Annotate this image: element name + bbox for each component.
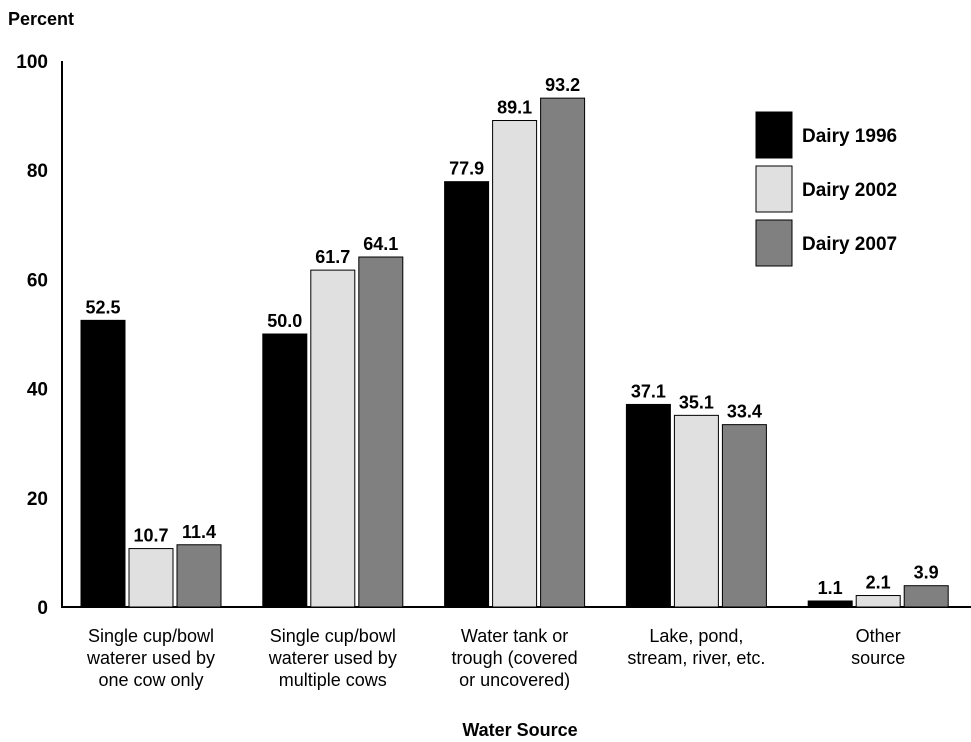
- data-label: 77.9: [449, 159, 484, 179]
- x-tick-label: Single cup/bowl waterer used by one cow on…: [86, 626, 215, 690]
- y-tick-label: 0: [37, 598, 48, 619]
- data-label: 61.7: [315, 247, 350, 267]
- data-label: 10.7: [133, 526, 168, 546]
- bar: [310, 269, 356, 608]
- data-label: 89.1: [497, 98, 532, 118]
- data-label: 2.1: [866, 573, 891, 593]
- plot-area: 0 20 40 60 80 100 52.5 10.7 11.4 Single cup/bowl w…: [16, 52, 971, 690]
- legend-swatch: [755, 165, 793, 213]
- bar: [903, 585, 949, 608]
- bar: [721, 424, 767, 608]
- data-label: 93.2: [545, 75, 580, 95]
- y-tick-label: 40: [27, 380, 48, 401]
- bar: [358, 256, 404, 608]
- x-axis-title: Water Source: [462, 720, 577, 740]
- x-tick-label: Lake, pond, stream, river, etc.: [627, 626, 765, 668]
- x-tick-label: Other source: [851, 626, 905, 668]
- legend-swatch: [755, 111, 793, 159]
- y-tick-label: 80: [27, 161, 48, 182]
- y-tick-label: 100: [16, 52, 48, 73]
- data-label: 3.9: [914, 563, 939, 583]
- bar: [492, 120, 538, 608]
- bar: [176, 544, 222, 608]
- bar: [855, 595, 901, 608]
- y-tick-label: 60: [27, 270, 48, 291]
- x-tick-label: Single cup/bowl waterer used by multiple c…: [268, 626, 397, 690]
- data-label: 11.4: [182, 522, 216, 542]
- legend-entry: Dairy 2002: [802, 180, 897, 201]
- data-label: 50.0: [267, 311, 302, 331]
- bar: [673, 414, 719, 608]
- bar: [540, 97, 586, 608]
- data-label: 33.4: [727, 402, 762, 422]
- bar: [625, 403, 671, 608]
- bar: [444, 181, 490, 608]
- legend: Dairy 1996 Dairy 2002 Dairy 2007: [755, 111, 897, 267]
- data-label: 64.1: [363, 234, 398, 254]
- bar: [262, 333, 308, 608]
- legend-swatch: [755, 219, 793, 267]
- x-tick-label: Water tank or trough (covered or uncovered…: [452, 626, 578, 690]
- legend-entry: Dairy 1996: [802, 126, 897, 147]
- bar: [807, 600, 853, 608]
- bar: [80, 319, 126, 608]
- data-label: 1.1: [818, 578, 843, 598]
- legend-entry: Dairy 2007: [802, 234, 897, 255]
- data-label: 37.1: [631, 381, 666, 401]
- data-label: 52.5: [85, 297, 120, 317]
- y-tick-label: 20: [27, 489, 48, 510]
- data-label: 35.1: [679, 392, 714, 412]
- bar: [128, 548, 174, 608]
- y-axis-title: Percent: [8, 9, 74, 29]
